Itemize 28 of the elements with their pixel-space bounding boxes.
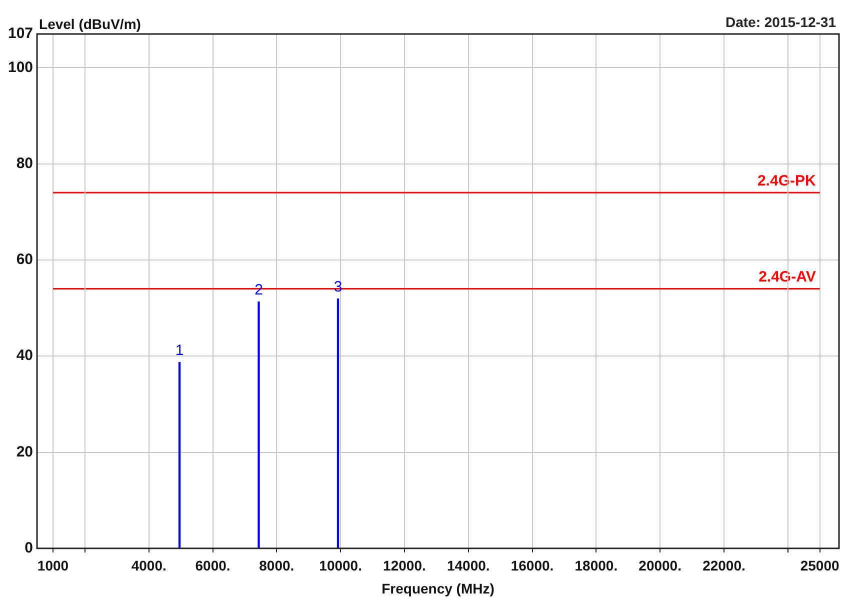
text: Date: 2015-12-31 [725,14,836,30]
bar [178,362,181,548]
y-tick-label: 60 [16,251,34,268]
x-tick-label: 1000 [37,558,69,574]
x-tick-label: 22000. [702,558,746,574]
x-tick-label: 10000. [319,558,362,574]
annotation: 1 [175,342,184,359]
x-tick-label: 8000. [259,558,294,574]
x-tick-label: 16000. [510,558,554,574]
y-tick-label: 40 [16,347,34,364]
y-tick-label: 100 [8,58,34,76]
y-tick-label: 0 [24,540,34,557]
y-tick-label: 107 [8,25,34,42]
ref-line-label: 2.4G-PK [757,172,816,190]
x-tick-label: 4000. [131,558,166,574]
ref-line-label: 2.4G-AV [758,268,816,286]
x-tick-label: 14000. [446,558,490,574]
y-axis-title: Level (dBuV/m) [39,16,141,32]
x-tick-label: 18000. [574,558,618,574]
y-tick-label: 80 [16,154,34,172]
x-tick-label: 20000. [638,558,682,574]
bar [336,298,340,548]
x-tick-label: 25000 [800,558,840,574]
x-axis-title: Frequency (MHz) [382,580,494,596]
x-tick-label: 12000. [383,558,426,574]
y-tick-label: 20 [16,443,34,460]
bar [258,301,260,548]
x-tick-label: 6000. [195,558,230,574]
